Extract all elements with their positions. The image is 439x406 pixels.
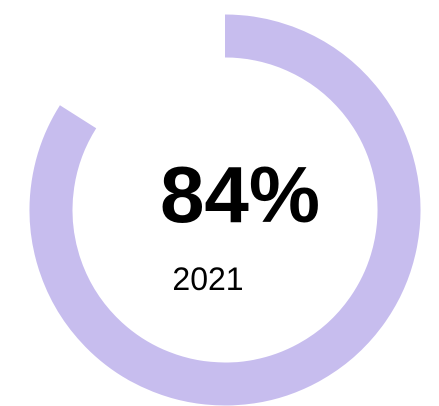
gauge-value-label: 84% bbox=[160, 150, 320, 239]
gauge-arc bbox=[29, 14, 421, 406]
gauge-year-label: 2021 bbox=[172, 261, 243, 297]
